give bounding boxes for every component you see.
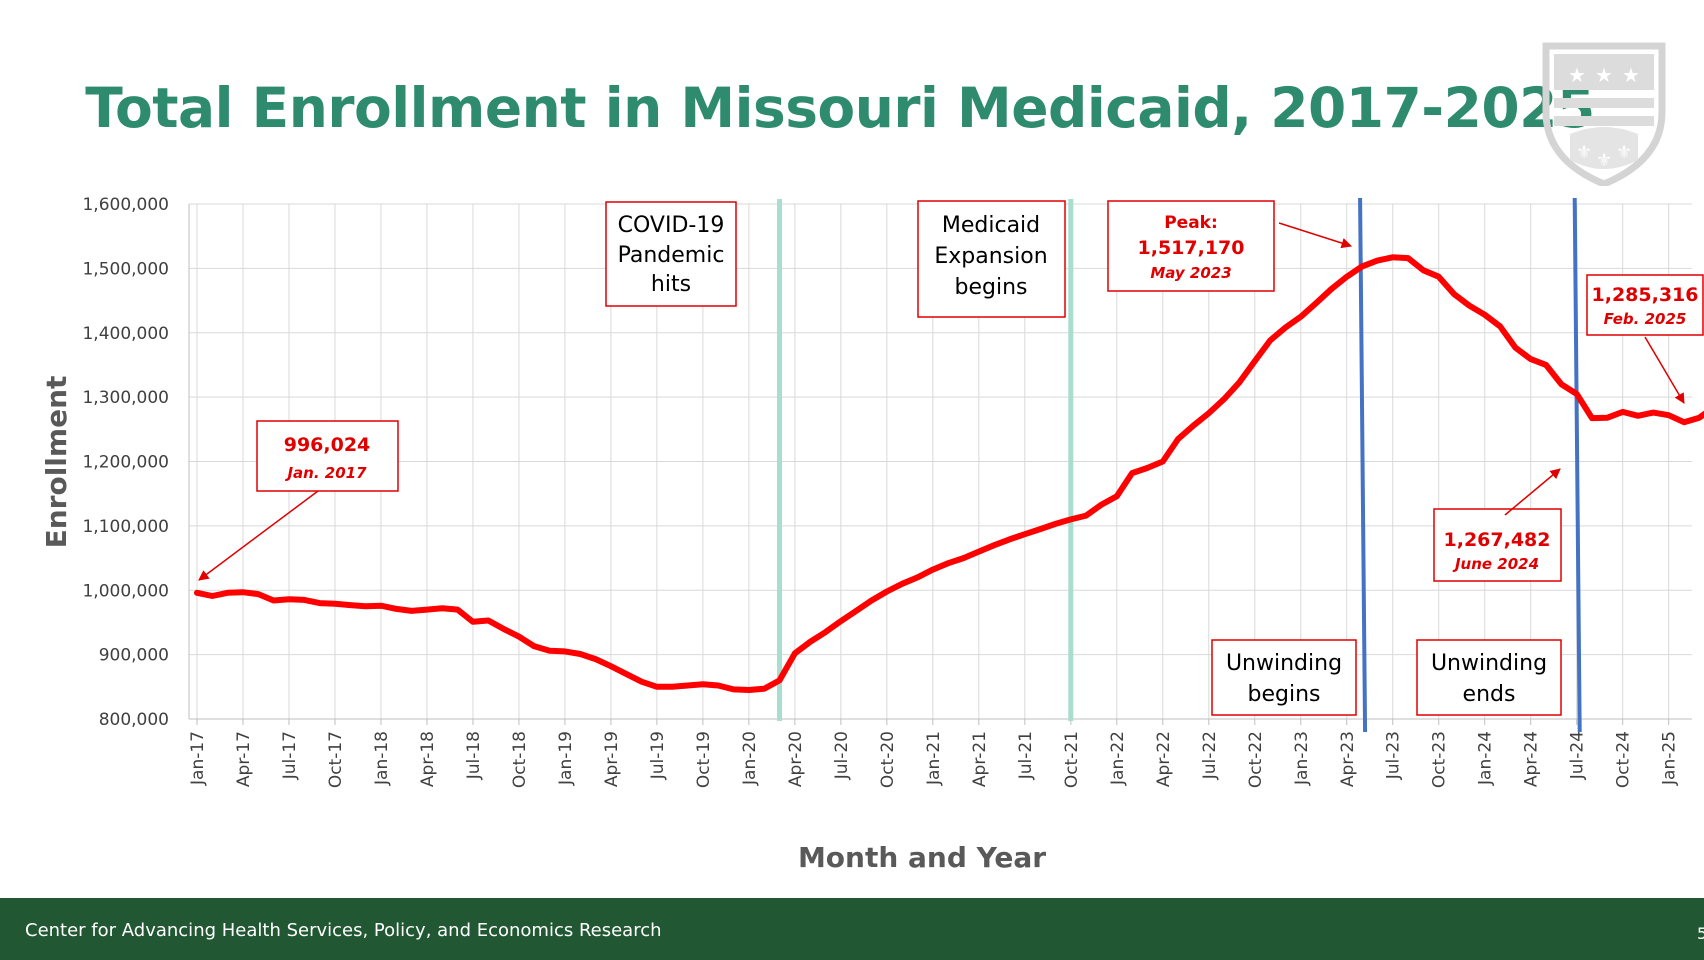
x-tick-label: Jan-17 <box>188 731 208 786</box>
x-tick-label: Apr-20 <box>786 731 806 787</box>
unwinding-ends-line-2: ends <box>1463 682 1516 707</box>
x-tick-label: Jan-19 <box>556 731 576 786</box>
start-arrow <box>198 490 319 581</box>
latest-date-label: Feb. 2025 <box>1604 310 1687 328</box>
slide-title: Total Enrollment in Missouri Medicaid, 2… <box>85 76 1595 140</box>
latest-value-label: 1,285,316 <box>1592 284 1699 306</box>
x-tick-label: Oct-21 <box>1062 731 1082 788</box>
y-tick-label: 1,000,000 <box>82 581 169 601</box>
x-tick-label: Oct-17 <box>326 731 346 788</box>
svg-text:⚜: ⚜ <box>1616 142 1632 163</box>
y-tick-label: 1,300,000 <box>82 388 169 408</box>
x-tick-label: Apr-18 <box>418 731 438 787</box>
trough-arrow <box>1504 468 1561 516</box>
x-tick-label: Oct-20 <box>878 731 898 788</box>
x-tick-label: Oct-19 <box>694 731 714 788</box>
x-tick-label: Oct-24 <box>1614 731 1634 788</box>
y-tick-label: 1,100,000 <box>82 517 169 537</box>
trough-date-label: June 2024 <box>1452 555 1539 573</box>
event-line <box>1358 197 1368 733</box>
x-tick-label: Jul-19 <box>648 731 668 780</box>
x-tick-label: Jul-22 <box>1200 731 1220 780</box>
peak-label: Peak: <box>1164 213 1218 233</box>
x-tick-label: Jul-20 <box>832 731 852 780</box>
x-tick-label: Jan-22 <box>1108 731 1128 786</box>
peak-date-label: May 2023 <box>1150 264 1231 282</box>
x-tick-label: Apr-22 <box>1154 731 1174 787</box>
start-value-label: 996,024 <box>284 434 371 456</box>
expansion-label-line-1: Medicaid <box>942 213 1040 238</box>
svg-text:★: ★ <box>1622 63 1640 87</box>
enrollment-series-line <box>194 254 1704 693</box>
trough-value-label: 1,267,482 <box>1444 529 1551 551</box>
university-shield-icon: ★ ★ ★ ⚜ ⚜ ⚜ <box>1542 42 1666 186</box>
x-tick-label: Jan-21 <box>924 731 944 786</box>
unwinding-ends-line-1: Unwinding <box>1431 651 1547 676</box>
x-tick-label: Jan-24 <box>1476 731 1496 786</box>
x-tick-label: Apr-21 <box>970 731 990 787</box>
x-tick-label: Oct-22 <box>1246 731 1266 788</box>
peak-arrow <box>1278 222 1353 249</box>
x-tick-label: Apr-17 <box>234 731 254 787</box>
start-date-label: Jan. 2017 <box>284 464 367 482</box>
y-axis-title: Enrollment <box>40 376 73 549</box>
x-tick-label: Jul-24 <box>1568 731 1588 780</box>
svg-text:⚜: ⚜ <box>1596 150 1612 171</box>
x-axis-title: Month and Year <box>798 841 1046 874</box>
x-tick-label: Apr-23 <box>1338 731 1358 787</box>
latest-arrow <box>1644 336 1685 404</box>
svg-text:★: ★ <box>1568 63 1586 87</box>
footer-text: Center for Advancing Health Services, Po… <box>25 920 662 941</box>
x-tick-label: Oct-23 <box>1430 731 1450 788</box>
expansion-label-line-2: Expansion <box>934 244 1047 269</box>
unwinding-begins-line-2: begins <box>1248 682 1321 707</box>
y-tick-label: 1,200,000 <box>82 453 169 473</box>
svg-text:★: ★ <box>1595 63 1613 87</box>
svg-text:⚜: ⚜ <box>1576 142 1592 163</box>
footer-bar: Center for Advancing Health Services, Po… <box>0 898 1704 960</box>
x-tick-label: Jul-21 <box>1016 731 1036 780</box>
covid-label-line-2: Pandemic <box>618 243 725 268</box>
x-tick-label: Jan-25 <box>1660 731 1680 786</box>
y-tick-label: 800,000 <box>99 710 169 730</box>
covid-label-line-1: COVID-19 <box>618 213 725 238</box>
x-tick-label: Jan-20 <box>740 731 760 786</box>
x-tick-label: Jan-18 <box>372 731 392 786</box>
event-line <box>1572 197 1582 733</box>
x-tick-label: Apr-24 <box>1522 731 1542 787</box>
y-tick-label: 900,000 <box>99 646 169 666</box>
peak-value-label: 1,517,170 <box>1138 237 1245 259</box>
x-tick-label: Oct-18 <box>510 731 530 788</box>
covid-label-line-3: hits <box>651 272 691 297</box>
expansion-label-line-3: begins <box>955 275 1028 300</box>
unwinding-begins-line-1: Unwinding <box>1226 651 1342 676</box>
enrollment-chart: 800,000 900,000 1,000,000 1,100,000 1,200,00… <box>40 195 1704 874</box>
y-tick-label: 1,400,000 <box>82 324 169 344</box>
y-tick-label: 1,500,000 <box>82 259 169 279</box>
x-tick-label: Jul-17 <box>280 731 300 780</box>
x-tick-label: Apr-19 <box>602 731 622 787</box>
y-tick-label: 1,600,000 <box>82 195 169 215</box>
x-tick-label: Jan-23 <box>1292 731 1312 786</box>
x-tick-label: Jul-18 <box>464 731 484 780</box>
x-tick-label: Jul-23 <box>1384 731 1404 780</box>
page-number: 5 <box>1697 924 1704 943</box>
